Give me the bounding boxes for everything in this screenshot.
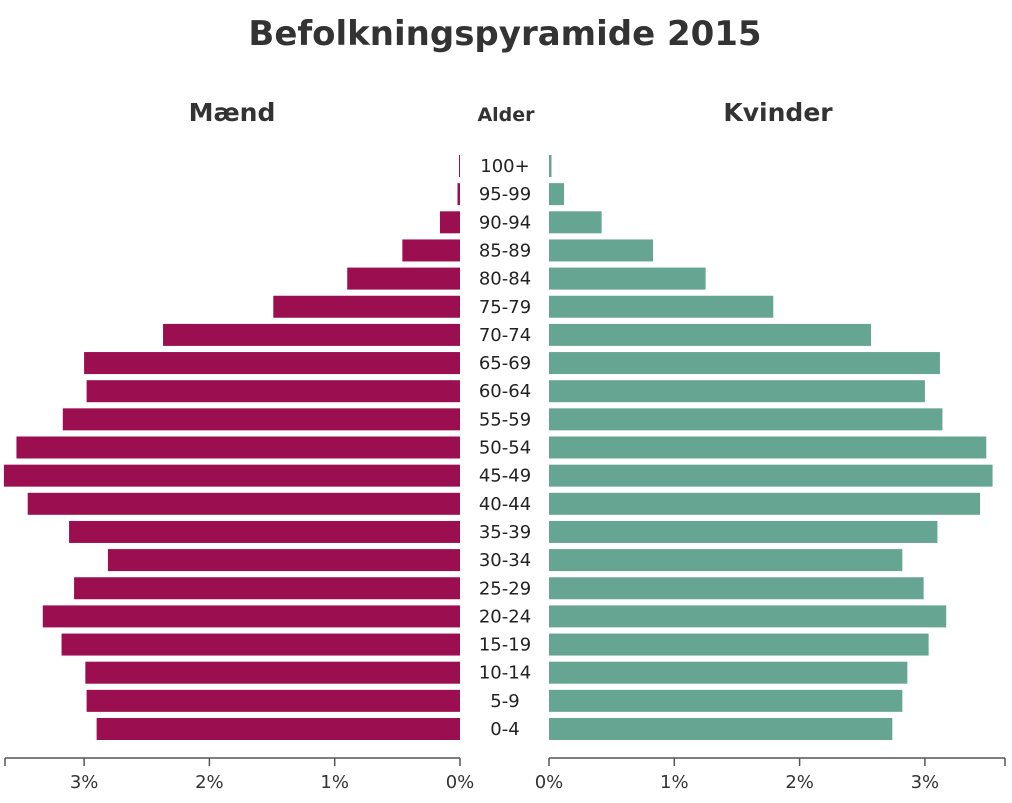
female-bars	[549, 155, 993, 740]
tick-label-right-2: 2%	[785, 772, 814, 793]
tick-label-left-0: 0%	[446, 772, 475, 793]
x-axis-ticks-right: 0% 1% 2% 3%	[535, 758, 1006, 793]
bar-female-90-94	[549, 211, 602, 234]
age-label-0-4: 0-4	[490, 719, 519, 740]
age-label-15-19: 15-19	[479, 635, 531, 656]
age-label-75-79: 75-79	[479, 297, 531, 318]
age-label-55-59: 55-59	[479, 409, 531, 430]
age-label-45-49: 45-49	[479, 466, 531, 487]
age-label-20-24: 20-24	[479, 606, 531, 627]
bar-male-85-89	[402, 239, 460, 262]
bar-male-90-94	[439, 211, 460, 234]
age-label-25-29: 25-29	[479, 578, 531, 599]
bar-male-70-74	[163, 323, 460, 346]
bar-female-75-79	[549, 295, 774, 318]
series-label-right: Kvinder	[723, 98, 833, 127]
bar-female-55-59	[549, 408, 943, 431]
age-label-35-39: 35-39	[479, 522, 531, 543]
bar-female-65-69	[549, 352, 940, 375]
bar-male-95-99	[457, 183, 460, 206]
age-label-100+: 100+	[480, 156, 529, 177]
tick-label-right-0: 0%	[535, 772, 564, 793]
bar-male-30-34	[107, 549, 461, 572]
bar-male-65-69	[84, 352, 460, 375]
bar-female-60-64	[549, 380, 925, 403]
bar-male-0-4	[96, 718, 460, 740]
bar-female-85-89	[549, 239, 653, 262]
bar-female-10-14	[549, 661, 908, 684]
bar-female-70-74	[549, 323, 872, 346]
x-axis-ticks-left: 0% 1% 2% 3%	[4, 758, 475, 793]
bar-female-30-34	[549, 549, 903, 572]
tick-label-left-2: 2%	[195, 772, 224, 793]
bar-male-100+	[459, 155, 460, 177]
bar-male-45-49	[3, 464, 461, 487]
bar-female-5-9	[549, 689, 903, 712]
tick-label-right-3: 3%	[911, 772, 940, 793]
bar-female-95-99	[549, 183, 565, 206]
age-label-85-89: 85-89	[479, 240, 531, 261]
age-label-40-44: 40-44	[479, 494, 531, 515]
age-label-60-64: 60-64	[479, 381, 531, 402]
bar-female-35-39	[549, 520, 938, 543]
age-label-95-99: 95-99	[479, 184, 531, 205]
tick-label-right-1: 1%	[660, 772, 689, 793]
tick-label-left-1: 1%	[320, 772, 349, 793]
bar-male-40-44	[27, 492, 461, 515]
series-label-left: Mænd	[189, 98, 276, 127]
bar-male-25-29	[74, 577, 461, 600]
bar-female-80-84	[549, 267, 706, 290]
age-labels: 0-4 5-9 10-14 15-19 20-24 25-29 30-34 35-39 40-4…	[479, 156, 531, 740]
bar-male-55-59	[62, 408, 460, 431]
bar-male-35-39	[69, 520, 461, 543]
age-label-80-84: 80-84	[479, 269, 531, 290]
bar-male-5-9	[86, 689, 460, 712]
bar-male-60-64	[86, 380, 460, 403]
age-label-65-69: 65-69	[479, 353, 531, 374]
bar-male-15-19	[61, 633, 461, 656]
bar-female-15-19	[549, 633, 929, 656]
bar-male-75-79	[273, 295, 460, 318]
tick-label-left-3: 3%	[70, 772, 99, 793]
bar-male-80-84	[347, 267, 460, 290]
chart-title: Befolkningspyramide 2015	[248, 14, 761, 54]
bar-female-25-29	[549, 577, 924, 600]
age-label-30-34: 30-34	[479, 550, 531, 571]
bar-female-100+	[549, 155, 552, 177]
age-label-90-94: 90-94	[479, 212, 531, 233]
bar-female-50-54	[549, 436, 987, 459]
bar-male-20-24	[42, 605, 460, 628]
age-column-header: Alder	[477, 104, 535, 126]
male-bars	[3, 155, 461, 740]
bar-female-0-4	[549, 718, 893, 740]
age-label-10-14: 10-14	[479, 663, 531, 684]
bar-male-10-14	[85, 661, 460, 684]
bar-male-50-54	[16, 436, 461, 459]
bar-female-45-49	[549, 464, 993, 487]
age-label-5-9: 5-9	[490, 691, 519, 712]
bar-female-20-24	[549, 605, 947, 628]
age-label-50-54: 50-54	[479, 438, 531, 459]
age-label-70-74: 70-74	[479, 325, 531, 346]
bar-female-40-44	[549, 492, 981, 515]
